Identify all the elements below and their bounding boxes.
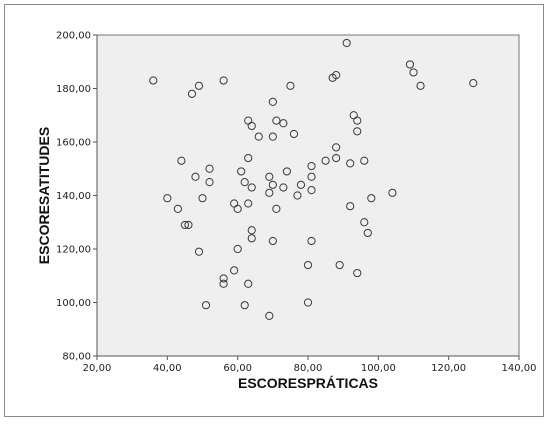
data-point <box>332 153 341 163</box>
data-point <box>409 68 418 77</box>
y-tick-label: 120,00 <box>56 245 91 256</box>
data-point <box>469 79 478 88</box>
data-point <box>307 236 316 246</box>
data-point <box>303 298 313 307</box>
x-tick-label: 100,00 <box>361 363 396 374</box>
data-point <box>353 127 362 136</box>
data-point <box>163 194 172 203</box>
data-point <box>360 156 369 165</box>
data-point <box>265 311 274 320</box>
data-point <box>219 274 228 283</box>
scatter-chart: 20,00 40,00 60,00 80,00 100,00 120,00 140,00 8… <box>36 31 537 392</box>
data-point <box>335 260 344 270</box>
data-point <box>268 132 277 141</box>
data-point <box>353 268 362 278</box>
data-point <box>268 236 277 246</box>
data-point <box>268 97 277 106</box>
data-point <box>205 178 214 187</box>
data-point <box>247 183 256 192</box>
data-point <box>321 156 330 165</box>
data-point <box>346 202 355 211</box>
data-point <box>173 204 182 213</box>
x-ticks: 20,00 40,00 60,00 80,00 100,00 120,00 140,00 <box>83 356 537 374</box>
data-point <box>198 194 207 203</box>
data-point <box>233 204 242 213</box>
data-point <box>205 164 214 173</box>
data-point <box>240 178 249 187</box>
data-point <box>303 260 313 270</box>
data-point <box>367 194 376 203</box>
data-point <box>254 132 263 141</box>
data-point <box>416 81 425 90</box>
data-point <box>187 89 197 98</box>
data-point <box>247 234 256 243</box>
y-tick-label: 200,00 <box>56 31 91 42</box>
data-point <box>363 228 372 238</box>
x-tick-label: 20,00 <box>83 363 112 374</box>
data-point <box>293 191 302 200</box>
y-tick-label: 100,00 <box>56 298 91 309</box>
y-axis-title: ESCORESATITUDES <box>36 127 52 264</box>
data-point <box>219 76 228 85</box>
data-point <box>244 153 253 163</box>
data-point <box>233 244 242 254</box>
y-tick-label: 160,00 <box>56 138 91 149</box>
data-point <box>180 220 190 230</box>
data-point <box>265 172 274 181</box>
data-point <box>219 279 228 288</box>
x-tick-label: 40,00 <box>153 363 182 374</box>
x-axis-title: ESCORESPRÁTICAS <box>238 375 378 391</box>
data-point <box>405 60 415 69</box>
data-point <box>230 266 239 275</box>
data-point <box>279 183 288 192</box>
y-ticks: 80,00 100,00 120,00 140,00 160,00 180,00 200,0… <box>56 31 97 363</box>
data-point <box>265 188 274 197</box>
data-point <box>272 204 281 213</box>
x-tick-label: 80,00 <box>294 363 323 374</box>
x-tick-label: 120,00 <box>431 363 466 374</box>
data-point <box>360 218 369 227</box>
data-point <box>279 119 288 128</box>
data-point <box>342 38 351 48</box>
data-point <box>194 247 204 256</box>
x-tick-label: 140,00 <box>502 363 537 374</box>
data-point <box>244 279 253 288</box>
data-point <box>247 121 256 131</box>
plot-area <box>96 34 520 357</box>
data-point <box>282 167 291 176</box>
x-tick-label: 60,00 <box>223 363 252 374</box>
data-point <box>332 71 341 80</box>
data-point <box>307 161 316 171</box>
data-point <box>244 199 253 208</box>
data-point <box>289 129 299 139</box>
data-point <box>184 220 193 230</box>
y-tick-label: 140,00 <box>56 191 91 202</box>
data-point <box>201 301 211 310</box>
data-point <box>237 167 246 176</box>
data-point <box>388 188 397 197</box>
data-point <box>194 81 204 90</box>
data-point <box>307 186 316 195</box>
data-point <box>296 180 306 189</box>
data-point <box>272 116 281 125</box>
points-layer <box>149 38 478 320</box>
y-tick-label: 80,00 <box>62 352 91 363</box>
data-point <box>332 143 341 152</box>
data-point <box>247 226 256 235</box>
data-point <box>286 81 295 90</box>
chart-frame: 20,00 40,00 60,00 80,00 100,00 120,00 140,00 8… <box>4 4 544 417</box>
data-point <box>240 301 249 310</box>
data-point <box>268 180 277 189</box>
y-tick-label: 180,00 <box>56 84 91 95</box>
data-point <box>177 156 186 165</box>
data-point <box>346 159 355 168</box>
data-point <box>307 172 316 181</box>
data-point <box>353 116 362 125</box>
data-point <box>191 172 200 181</box>
data-point <box>149 76 158 85</box>
